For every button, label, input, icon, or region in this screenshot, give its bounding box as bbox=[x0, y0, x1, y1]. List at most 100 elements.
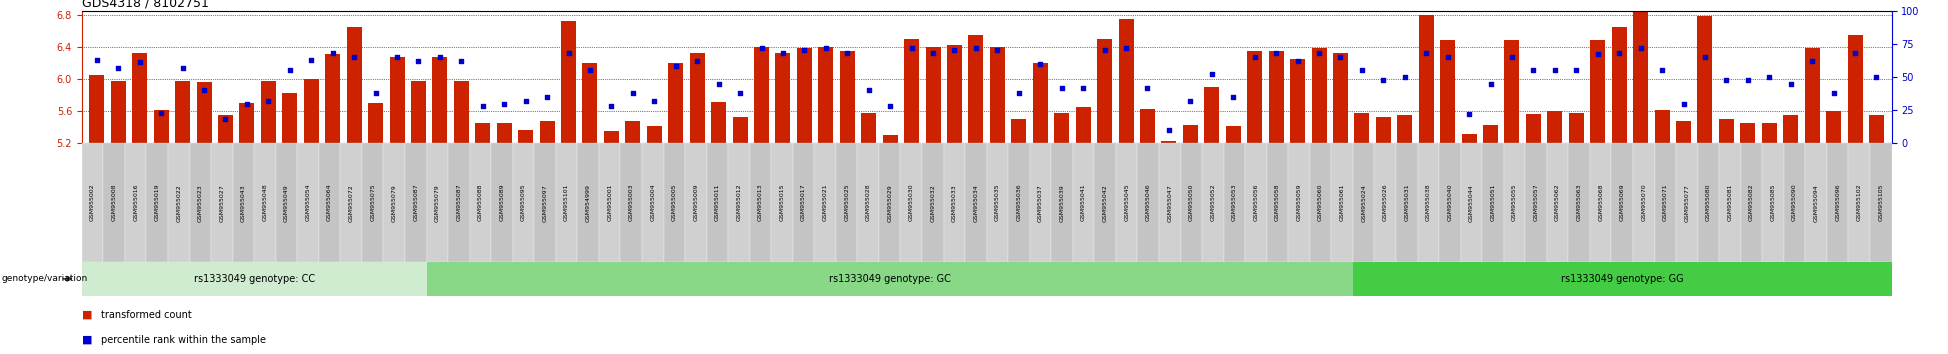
Point bbox=[1282, 58, 1313, 64]
Bar bbox=[1247, 51, 1262, 143]
Bar bbox=[1782, 115, 1798, 143]
Bar bbox=[1590, 40, 1605, 143]
Point bbox=[1175, 98, 1206, 104]
Bar bbox=[1440, 40, 1455, 143]
Point bbox=[468, 103, 499, 109]
Point bbox=[746, 45, 777, 51]
Text: GSM955041: GSM955041 bbox=[1081, 184, 1087, 222]
Bar bbox=[1332, 53, 1348, 143]
Point bbox=[596, 103, 627, 109]
Point bbox=[1389, 74, 1420, 80]
Bar bbox=[240, 103, 255, 143]
Text: GSM955031: GSM955031 bbox=[1405, 184, 1408, 222]
Text: GSM955028: GSM955028 bbox=[865, 184, 871, 222]
Text: GSM955087: GSM955087 bbox=[456, 184, 462, 222]
Bar bbox=[1632, 11, 1648, 143]
Point bbox=[1196, 72, 1227, 77]
Point bbox=[1689, 54, 1720, 60]
Bar bbox=[432, 57, 448, 143]
Bar bbox=[197, 82, 212, 143]
Text: GSM955039: GSM955039 bbox=[1060, 184, 1064, 222]
Bar bbox=[218, 115, 234, 143]
Text: GSM955038: GSM955038 bbox=[1426, 184, 1432, 222]
Bar bbox=[1290, 59, 1305, 143]
Bar bbox=[840, 51, 855, 143]
Text: GSM955024: GSM955024 bbox=[1362, 184, 1366, 222]
Bar bbox=[604, 131, 619, 143]
Bar bbox=[1354, 113, 1369, 143]
Text: GSM955080: GSM955080 bbox=[1706, 184, 1710, 221]
Text: GSM955088: GSM955088 bbox=[477, 184, 483, 221]
Text: GSM955044: GSM955044 bbox=[1469, 184, 1475, 222]
Bar bbox=[1825, 111, 1841, 143]
Point bbox=[425, 54, 456, 60]
Point bbox=[1539, 68, 1570, 73]
Text: GSM955019: GSM955019 bbox=[154, 184, 160, 222]
Point bbox=[1132, 85, 1163, 91]
Text: GSM955009: GSM955009 bbox=[693, 184, 697, 222]
Point bbox=[1475, 81, 1506, 86]
Point bbox=[1453, 111, 1484, 117]
Text: GSM955023: GSM955023 bbox=[199, 184, 203, 222]
Text: GSM955056: GSM955056 bbox=[1253, 184, 1258, 221]
Bar bbox=[475, 123, 491, 143]
Text: GSM955062: GSM955062 bbox=[1555, 184, 1560, 222]
Point bbox=[210, 117, 242, 122]
Bar bbox=[754, 47, 769, 143]
Text: GSM955048: GSM955048 bbox=[263, 184, 267, 222]
Bar bbox=[775, 53, 791, 143]
Text: GSM955030: GSM955030 bbox=[910, 184, 914, 222]
Point bbox=[1410, 50, 1442, 56]
Text: GSM955077: GSM955077 bbox=[1685, 184, 1689, 222]
Bar bbox=[1225, 126, 1241, 143]
Point bbox=[510, 98, 542, 104]
Text: GSM955032: GSM955032 bbox=[931, 184, 935, 222]
Text: GSM955034: GSM955034 bbox=[974, 184, 978, 222]
Bar bbox=[1204, 87, 1219, 143]
Point bbox=[1110, 45, 1142, 51]
Text: GSM955087: GSM955087 bbox=[413, 184, 419, 222]
Text: GSM955050: GSM955050 bbox=[1188, 184, 1194, 221]
Text: GSM955061: GSM955061 bbox=[1340, 184, 1344, 221]
Text: GSM955105: GSM955105 bbox=[1878, 184, 1884, 221]
Text: GSM955045: GSM955045 bbox=[1124, 184, 1130, 222]
Point bbox=[146, 110, 177, 116]
Bar bbox=[1761, 123, 1777, 143]
Point bbox=[960, 45, 992, 51]
Text: GSM955035: GSM955035 bbox=[995, 184, 999, 222]
Point bbox=[1667, 101, 1699, 107]
Bar bbox=[368, 103, 384, 143]
Text: GSM955051: GSM955051 bbox=[1490, 184, 1496, 221]
Point bbox=[1775, 81, 1806, 86]
Bar bbox=[1311, 48, 1327, 143]
Point bbox=[853, 87, 884, 93]
Bar bbox=[1418, 15, 1434, 143]
Point bbox=[1646, 68, 1677, 73]
Point bbox=[703, 81, 734, 86]
Bar bbox=[818, 47, 834, 143]
Text: GSM955053: GSM955053 bbox=[1231, 184, 1237, 222]
Point bbox=[810, 45, 842, 51]
Bar bbox=[1461, 134, 1477, 143]
Text: GSM955085: GSM955085 bbox=[1771, 184, 1775, 221]
Point bbox=[103, 65, 134, 70]
Text: GSM955097: GSM955097 bbox=[542, 184, 547, 222]
Point bbox=[1625, 45, 1656, 51]
Text: GSM955081: GSM955081 bbox=[1728, 184, 1732, 221]
Bar bbox=[411, 81, 427, 143]
Text: GSM955055: GSM955055 bbox=[1512, 184, 1517, 221]
Point bbox=[253, 98, 284, 104]
Bar bbox=[1011, 119, 1027, 143]
Text: GSM955005: GSM955005 bbox=[672, 184, 676, 221]
Bar bbox=[1268, 51, 1284, 143]
Point bbox=[896, 45, 927, 51]
Point bbox=[1089, 47, 1120, 53]
Point bbox=[1560, 68, 1592, 73]
Point bbox=[189, 87, 220, 93]
Point bbox=[1153, 127, 1184, 133]
Point bbox=[296, 57, 327, 63]
Text: GSM955052: GSM955052 bbox=[1210, 184, 1216, 222]
Bar bbox=[497, 123, 512, 143]
Bar bbox=[1504, 40, 1519, 143]
Bar bbox=[540, 121, 555, 143]
